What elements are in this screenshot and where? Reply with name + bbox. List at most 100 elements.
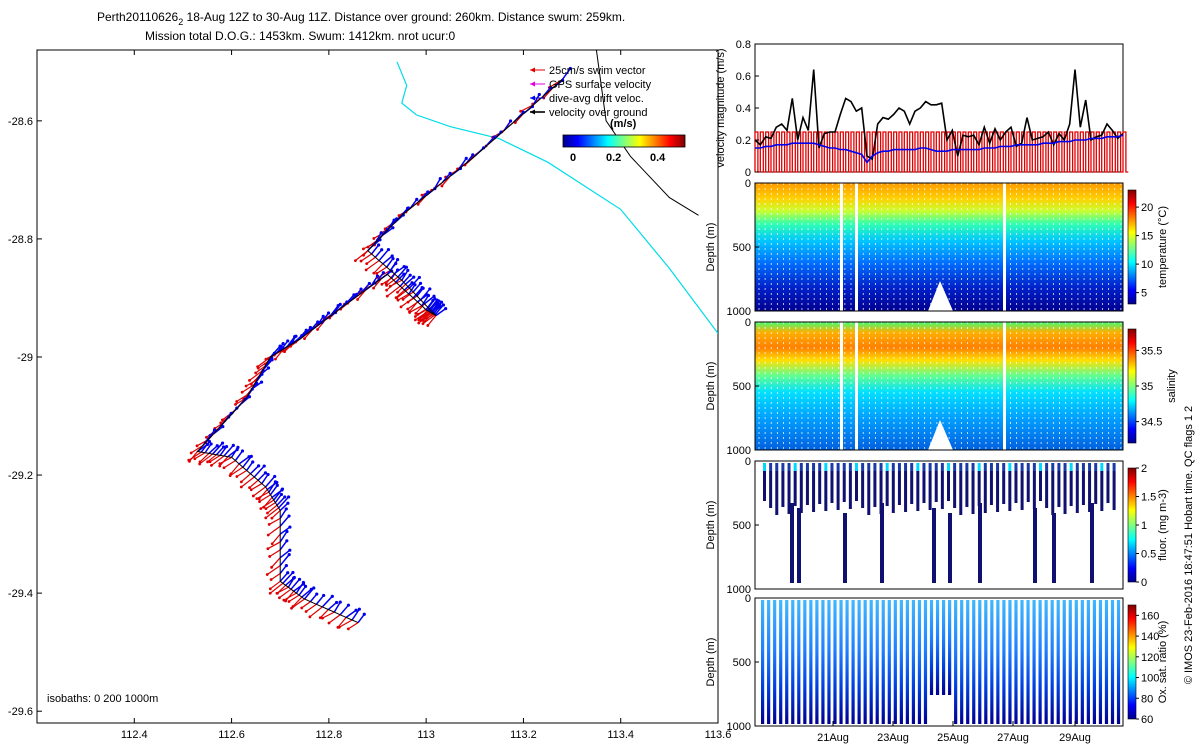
drift-vector-head	[292, 575, 296, 580]
swim-vector	[366, 256, 376, 265]
drift-vector-head	[354, 608, 358, 612]
drift-vector	[301, 588, 312, 598]
fluor-surface-mark	[769, 463, 773, 471]
fluor-upper-profile	[1008, 471, 1012, 511]
swim-vector-head	[406, 307, 410, 311]
drift-vector-head	[355, 292, 359, 296]
fluorescence-profiles	[763, 463, 1116, 583]
fluor-upper-profile	[885, 471, 889, 506]
swim-vector-head	[248, 379, 251, 382]
fluor-surface-mark	[916, 463, 920, 471]
oxygen-profile	[972, 600, 976, 724]
drift-vector	[357, 613, 365, 624]
drift-vector	[412, 287, 423, 299]
drift-vector-head	[439, 300, 444, 304]
fluor-upper-profile	[855, 471, 858, 501]
drift-vector-head	[270, 358, 274, 362]
swim-vector	[337, 617, 347, 628]
fluor-upper-profile	[861, 471, 865, 508]
swim-vector-head	[244, 384, 248, 388]
drift-vector	[408, 276, 420, 289]
drift-vector-head	[346, 603, 351, 607]
drift-vector	[268, 481, 277, 493]
title-line2: Mission total D.O.G.: 1453km. Swum: 1412…	[145, 29, 455, 43]
legend-gps-arrowhead	[530, 81, 535, 87]
swim-vector	[270, 572, 281, 581]
oxygen-profile	[893, 600, 897, 724]
drift-vector-head	[247, 395, 252, 399]
cbar-tick-label: 120	[1141, 652, 1159, 664]
oxygen-profile	[821, 600, 825, 724]
drift-vector-head	[259, 380, 264, 384]
swim-vector-head	[265, 573, 269, 576]
drift-vector-head	[312, 586, 316, 590]
swim-vector	[400, 297, 414, 308]
fluor-upper-profile	[830, 471, 834, 503]
legend-ground-arrowhead	[530, 109, 535, 115]
swim-vector	[267, 541, 281, 550]
map-axes-box	[36, 49, 719, 724]
swim-vector-head	[316, 328, 319, 331]
swim-vector	[229, 466, 244, 477]
fluor-upper-profile	[1045, 471, 1049, 508]
swim-vector-head	[440, 184, 444, 188]
drift-vector	[298, 585, 307, 596]
swim-vector-head	[228, 474, 232, 477]
fluor-surface-mark	[867, 463, 871, 471]
drift-vector-head	[236, 445, 240, 449]
swim-vector-head	[198, 462, 202, 466]
oxygen-profile	[984, 600, 988, 724]
swim-vector	[256, 491, 270, 500]
swim-vector	[283, 592, 297, 601]
swim-vector	[322, 611, 335, 619]
salinity-sampling-gaps	[758, 322, 1122, 450]
drift-vector-head	[406, 268, 410, 272]
swim-vector-head	[266, 547, 270, 551]
drift-vector-head	[286, 495, 291, 499]
oxygen-profile	[863, 600, 867, 724]
drift-vector-head	[359, 287, 363, 291]
velocity-ground-series	[754, 69, 1124, 161]
oxygen-profile	[833, 600, 837, 724]
fluor-surface-mark	[824, 463, 828, 471]
fluorescence-panel: 0 500 1000 Depth (m) 0 0.5 1 1.5 2 fluor. (mg …	[705, 456, 1169, 596]
velocity-drift-series	[755, 134, 1124, 164]
drift-vector-head	[471, 153, 475, 157]
fluorescence-colorbar	[1127, 467, 1137, 583]
swim-vector	[265, 502, 276, 510]
fluor-upper-profile	[1026, 471, 1030, 502]
fluor-upper-profile	[996, 471, 1000, 512]
swim-vector-head	[422, 320, 426, 323]
coastline	[396, 61, 718, 334]
map-ytick-label: -29.2	[8, 470, 33, 482]
swim-vector-head	[421, 322, 425, 326]
swim-vector-head	[187, 458, 191, 462]
swim-vector	[373, 277, 383, 289]
oxygen-profile	[827, 600, 831, 724]
legend-drift-arrowhead	[530, 95, 535, 101]
drift-vector	[532, 94, 540, 106]
swim-vector-head	[222, 466, 226, 470]
swim-vector	[348, 622, 359, 630]
oxygen-cbar-label: Ox. sat. ratio (%)	[1157, 621, 1169, 704]
drift-vector-head	[288, 548, 292, 552]
swim-vector	[291, 598, 305, 609]
depth-tick-label: 0	[745, 178, 751, 190]
swim-vector	[194, 452, 206, 460]
oxygen-profile	[960, 600, 964, 724]
drift-vector	[242, 455, 252, 468]
drift-vector-head	[435, 301, 439, 305]
fluor-deep-profile	[797, 508, 801, 583]
drift-vector-head	[281, 341, 285, 346]
fluor-surface-mark	[1032, 463, 1036, 471]
fluor-upper-profile	[775, 471, 779, 515]
seafloor-notch	[928, 420, 953, 450]
swim-vector-head	[274, 357, 277, 361]
glider-track	[196, 79, 563, 624]
velocity-ticks: 0 0.2 0.4 0.6 0.8	[736, 39, 759, 179]
swim-vector	[219, 456, 232, 465]
map-legend: 25cm/s swim vector GPS surface velocity …	[530, 65, 652, 119]
swim-vector	[427, 315, 437, 326]
drift-vector	[287, 577, 295, 588]
swim-vector-head	[337, 625, 341, 629]
